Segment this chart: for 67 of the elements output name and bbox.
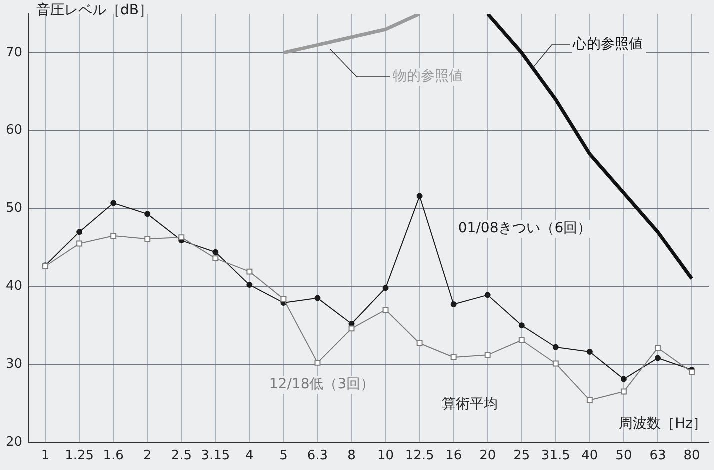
y-tick-label: 40: [6, 278, 23, 294]
y-tick-label: 20: [6, 434, 23, 450]
point: [144, 211, 151, 218]
y-axis-title: 音圧レベル［dB］: [36, 2, 154, 19]
point: [484, 292, 491, 298]
point: [518, 337, 525, 344]
x-tick-label: 40: [582, 448, 598, 464]
point: [586, 349, 593, 356]
x-tick-label: 31.5: [541, 448, 570, 464]
y-tick-label: 30: [6, 356, 23, 372]
point: [416, 340, 423, 346]
point: [314, 360, 321, 366]
point: [552, 344, 559, 350]
x-tick-label: 1: [41, 448, 50, 464]
x-tick-label: 12.5: [405, 448, 434, 464]
point: [110, 233, 117, 239]
point: [76, 240, 83, 247]
x-tick-label: 1.25: [65, 448, 94, 464]
point: [552, 360, 559, 367]
x-tick-label: 2.5: [171, 448, 192, 464]
x-tick-label: 50: [616, 448, 632, 464]
point: [144, 236, 151, 242]
point: [416, 193, 423, 200]
point: [450, 302, 457, 308]
x-tick-label: 1.6: [103, 448, 124, 464]
x-tick-label: 80: [684, 448, 700, 464]
point: [212, 256, 219, 262]
x-tick-label: 6.3: [307, 448, 328, 464]
text: 物的参照値: [393, 68, 463, 85]
point: [246, 282, 253, 288]
point: [620, 376, 627, 382]
point: [246, 268, 253, 275]
point: [348, 326, 355, 332]
point: [382, 285, 389, 292]
x-tick-label: 5: [280, 448, 288, 464]
x-tick-label: 25: [514, 448, 530, 464]
point: [314, 295, 321, 302]
point: [280, 296, 287, 302]
x-tick-label: 2: [143, 448, 152, 464]
x-tick-label: 16: [446, 448, 462, 464]
point: [382, 307, 389, 313]
point: [654, 355, 661, 362]
series-label: 01/08きつい（6回）: [458, 220, 592, 237]
x-tick-label: 63: [650, 448, 666, 464]
point: [689, 369, 695, 376]
point: [76, 229, 83, 236]
x-tick-label: 20: [480, 448, 496, 464]
y-tick-label: 70: [6, 45, 23, 60]
x-axis-title: 周波数［Hz］: [619, 416, 707, 432]
point: [620, 388, 627, 395]
annotation: 算術平均: [442, 396, 498, 413]
point: [654, 345, 661, 352]
point: [484, 352, 491, 358]
point: [450, 354, 457, 360]
x-tick-label: 3.15: [201, 448, 230, 464]
point: [518, 322, 525, 329]
y-tick-label: 60: [6, 123, 23, 138]
x-tick-label: 4: [246, 448, 254, 464]
point: [212, 249, 219, 256]
x-tick-label: 10: [378, 448, 394, 464]
point: [586, 397, 593, 404]
y-tick-label: 50: [6, 201, 23, 216]
point: [178, 234, 185, 241]
point: [110, 200, 117, 206]
series-label: 12/18低（3回）: [269, 376, 375, 393]
text: 心的参照値: [572, 36, 643, 53]
x-tick-label: 8: [348, 448, 356, 464]
